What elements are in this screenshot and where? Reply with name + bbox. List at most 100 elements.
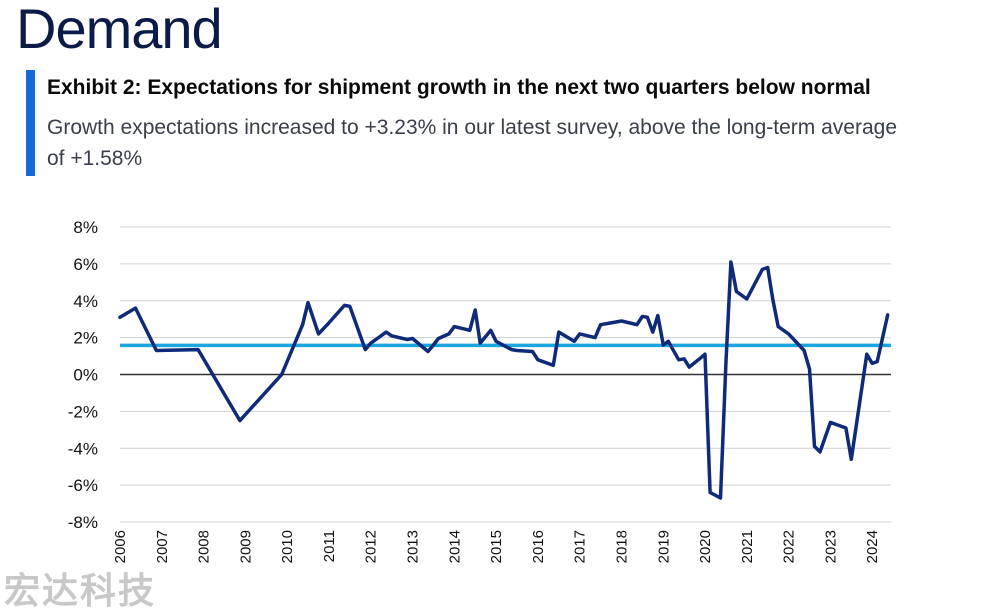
data-point [510,348,513,351]
accent-bar [26,70,35,176]
data-point [609,321,613,325]
data-point [829,421,832,424]
data-point [735,290,738,293]
x-tick-label: 2010 [279,530,296,563]
data-point [348,305,351,308]
data-point [134,306,137,310]
data-point [479,342,482,345]
exhibit-title: Exhibit 2: Expectations for shipment gro… [47,76,871,99]
y-tick-label: 8% [73,218,98,237]
data-point [301,323,304,326]
data-point [432,343,435,347]
series-layer [118,260,890,500]
y-tick-label: -6% [68,476,98,495]
data-point [405,338,409,341]
data-point [682,357,686,360]
x-tick-label: 2021 [739,530,756,563]
data-point [761,268,764,271]
y-tick-label: 0% [73,366,98,385]
watermark: 宏达科技 [4,571,157,612]
data-point [364,348,367,351]
data-point [196,348,200,351]
data-point [865,353,868,356]
data-point [662,343,665,347]
data-point [703,353,707,356]
x-tick-label: 2023 [822,530,839,563]
data-point [787,332,790,336]
data-point [818,450,822,454]
x-tick-label: 2014 [446,530,463,563]
data-point [437,337,440,340]
data-point [813,445,816,448]
data-point [593,336,597,339]
data-point [876,360,879,363]
x-tick-label: 2015 [488,530,505,563]
data-point [635,323,639,326]
data-point [306,301,310,304]
section-heading: Demand [16,0,223,60]
x-tick-label: 2012 [363,530,380,563]
x-tick-label: 2020 [697,530,714,563]
y-axis-ticks: 8% 6% 4% 2% 0% -2% -4% -6% -8% [68,218,98,532]
data-point [385,330,388,334]
data-point [599,323,602,326]
y-tick-label: -2% [68,402,98,421]
x-tick-label: 2024 [864,530,881,563]
x-tick-label: 2009 [237,530,254,563]
data-point [343,304,346,307]
data-point [536,358,540,361]
data-point [777,325,780,328]
y-tick-label: -4% [68,439,98,458]
data-point [489,329,492,332]
data-point [766,266,769,269]
data-point [317,332,320,336]
data-point [390,334,393,337]
data-point [531,350,534,353]
data-point [118,316,122,319]
y-tick-label: 6% [73,255,98,274]
data-point [494,340,498,343]
data-point [280,373,283,376]
y-tick-label: -8% [68,513,98,532]
data-point [453,325,456,328]
data-point [771,297,774,301]
x-tick-label: 2019 [655,530,672,563]
data-point [552,364,555,367]
data-point [468,329,471,332]
data-point [646,316,649,319]
data-point [447,332,451,336]
exhibit-subtitle: Growth expectations increased to +3.23% … [47,116,897,170]
data-point [698,357,701,360]
x-tick-label: 2016 [530,530,547,563]
data-point [474,308,477,312]
data-point [886,313,889,317]
data-point [651,330,654,334]
data-point [641,315,644,318]
data-point [688,365,691,369]
data-point [411,337,414,340]
x-tick-label: 2018 [613,530,630,563]
grid-lines [120,226,891,523]
data-point [677,358,680,361]
data-point [745,297,748,301]
data-point [620,319,623,323]
x-tick-label: 2007 [154,530,171,563]
data-point [155,349,158,352]
y-tick-label: 4% [73,292,98,311]
data-point [327,321,331,325]
y-tick-label: 2% [73,329,98,348]
data-point [729,260,733,264]
data-point [708,491,712,494]
data-point [515,349,519,352]
data-point [808,367,811,371]
data-point [578,332,581,336]
x-axis-ticks: 2006 2007 2008 2009 2010 2011 2012 2013 2014 2015… [112,530,881,563]
x-tick-label: 2008 [196,530,213,563]
x-tick-label: 2017 [572,530,589,563]
data-point [426,350,430,353]
series-line [118,260,890,500]
x-tick-label: 2022 [781,530,798,563]
data-point [667,340,670,343]
data-point [369,342,372,345]
